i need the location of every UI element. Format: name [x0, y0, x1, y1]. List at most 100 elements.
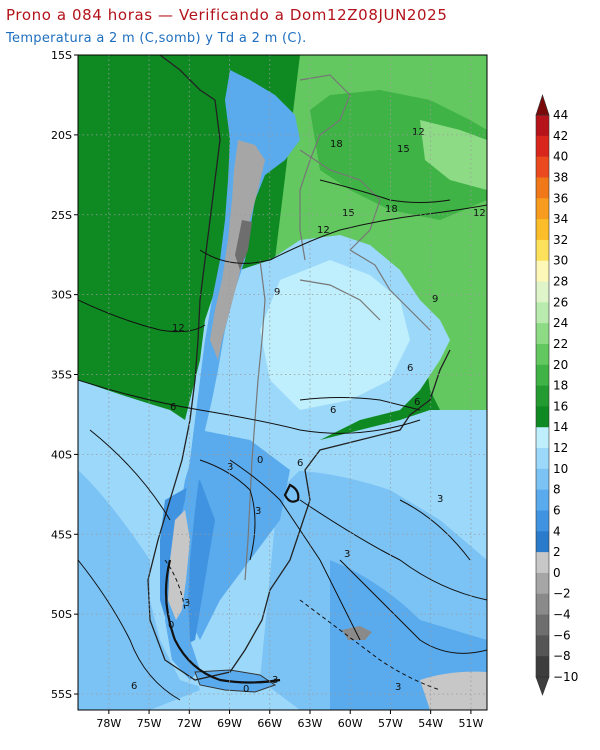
- colorbar-swatch: [536, 343, 549, 366]
- colorbar-swatch: [536, 364, 549, 387]
- dewpoint-negative-contours: [164, 559, 441, 691]
- lon-tick-label: 63W: [298, 717, 323, 730]
- colorbar-swatch: [536, 281, 549, 303]
- colorbar-label: 42: [553, 129, 568, 143]
- coastline: [147, 99, 451, 681]
- lon-tick-label: 54W: [418, 717, 443, 730]
- colorbar-label: 0: [553, 566, 561, 580]
- lon-tick-label: 78W: [96, 717, 121, 730]
- contour-lines: [78, 179, 487, 701]
- colorbar-label: 8: [553, 483, 561, 497]
- colorbar-label: 22: [553, 337, 568, 351]
- ocean-colder-field: [330, 560, 487, 710]
- colorbar-swatch: [536, 385, 549, 407]
- colorbar-swatch: [536, 177, 549, 199]
- colorbar-label: −8: [553, 649, 571, 663]
- colorbar-swatch: [536, 489, 549, 511]
- contour-label: 12: [317, 225, 330, 236]
- colorbar-swatch: [536, 572, 549, 595]
- colorbar-bottom-arrow: [535, 676, 550, 696]
- contour-label-group: 12 15 18 12 18 15 12 9 9 12 6 6 6 6 6 3 …: [131, 127, 486, 695]
- colorbar-swatch: [536, 302, 549, 324]
- lat-tick-label: 20S: [51, 129, 72, 142]
- contour-label: 0: [243, 684, 249, 695]
- colorbar: 4442403836343230282624222018161412108642…: [535, 94, 578, 696]
- land-warm-core: [310, 90, 487, 220]
- colorbar-label: 18: [553, 379, 568, 393]
- contour-label: 3: [227, 462, 233, 473]
- andes-cold-slopes: [165, 70, 300, 680]
- contour-label: 15: [342, 208, 355, 219]
- contour-label: 3: [395, 682, 401, 693]
- contour-label: 0: [257, 455, 263, 466]
- colorbar-label: 6: [553, 503, 561, 517]
- colorbar-swatch: [536, 115, 549, 137]
- lat-tick-label: 15S: [51, 49, 72, 62]
- graticule: [78, 55, 487, 710]
- colorbar-label: 36: [553, 191, 568, 205]
- colorbar-label: −10: [553, 670, 578, 684]
- contour-label: 6: [414, 397, 420, 408]
- contour-label: 3: [272, 675, 278, 686]
- contour-label: 9: [432, 294, 438, 305]
- map-subtitle: Temperatura a 2 m (C,somb) y Td a 2 m (C…: [6, 31, 307, 46]
- lon-tick-label: 69W: [217, 717, 242, 730]
- lon-tick-label: 72W: [177, 717, 202, 730]
- colorbar-swatch: [536, 156, 549, 178]
- colorbar-label: −2: [553, 587, 571, 601]
- colorbar-top-arrow: [535, 94, 550, 116]
- contour-label: 3: [344, 549, 350, 560]
- contour-label: 6: [407, 363, 413, 374]
- lat-tick-label: 50S: [51, 608, 72, 621]
- colorbar-label: 4: [553, 524, 561, 538]
- colorbar-swatch: [536, 135, 549, 158]
- contour-label: 6: [297, 458, 303, 469]
- lat-tick-label: 35S: [51, 369, 72, 382]
- colorbar-swatch: [536, 531, 549, 553]
- colorbar-label: 28: [553, 275, 568, 289]
- colorbar-swatch: [536, 406, 549, 428]
- lon-tick-label: 66W: [257, 717, 282, 730]
- latitude-axis: 15S 20S 25S 30S 35S 40S 45S 50S 55S: [51, 49, 78, 701]
- colorbar-swatch: [536, 239, 549, 262]
- lon-tick-label: 75W: [137, 717, 162, 730]
- lon-tick-label: 57W: [378, 717, 403, 730]
- colorbar-swatch: [536, 260, 549, 283]
- colorbar-label: 16: [553, 399, 568, 413]
- lat-tick-label: 40S: [51, 448, 72, 461]
- lat-tick-label: 30S: [51, 289, 72, 302]
- colorbar-label: 32: [553, 233, 568, 247]
- contour-label: 0: [168, 620, 174, 631]
- colorbar-label: 38: [553, 170, 568, 184]
- andes-snow-south: [168, 510, 190, 620]
- contour-label: 18: [330, 139, 343, 150]
- colorbar-label: 2: [553, 545, 561, 559]
- colorbar-label: 44: [553, 108, 568, 122]
- lat-tick-label: 45S: [51, 528, 72, 541]
- contour-label: 18: [385, 204, 398, 215]
- contour-label: 3: [437, 494, 443, 505]
- colorbar-swatch: [536, 427, 549, 449]
- lat-tick-label: 25S: [51, 209, 72, 222]
- colorbar-swatch: [536, 656, 549, 678]
- contour-label: 6: [170, 402, 176, 413]
- contour-label: 12: [172, 323, 185, 334]
- colorbar-label: 14: [553, 420, 568, 434]
- colorbar-swatch: [536, 468, 549, 491]
- zero-isotherm: [164, 483, 300, 684]
- colorbar-swatch: [536, 510, 549, 532]
- contour-label: 9: [274, 287, 280, 298]
- colorbar-swatch: [536, 552, 549, 574]
- colorbar-label: −4: [553, 608, 571, 622]
- colorbar-swatch: [536, 635, 549, 657]
- colorbar-label: 26: [553, 295, 568, 309]
- map-plot-area: 12 15 18 12 18 15 12 9 9 12 6 6 6 6 6 3 …: [78, 55, 487, 710]
- lon-tick-label: 51W: [458, 717, 483, 730]
- longitude-axis: 78W 75W 72W 69W 66W 63W 60W 57W 54W 51W: [96, 710, 483, 730]
- colorbar-label: 20: [553, 358, 568, 372]
- lon-tick-label: 60W: [338, 717, 363, 730]
- coastline-north: [159, 55, 216, 101]
- colorbar-frame: [535, 114, 550, 678]
- colorbar-label: 24: [553, 316, 568, 330]
